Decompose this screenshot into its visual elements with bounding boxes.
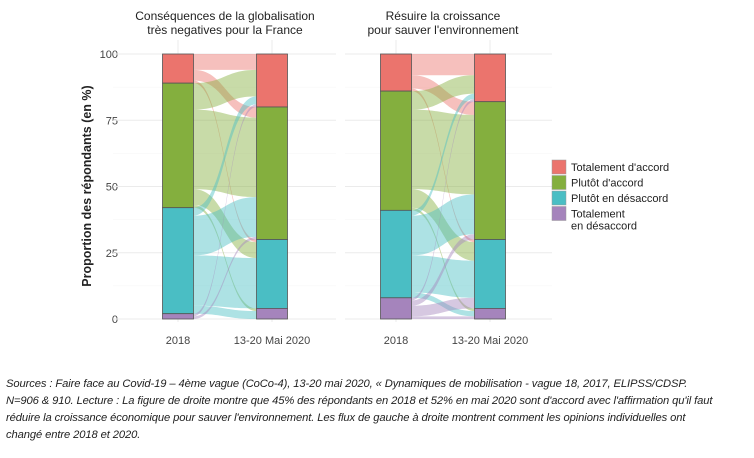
legend-swatch xyxy=(551,190,567,206)
caption-line: N=906 & 910. Lecture : La figure de droi… xyxy=(6,395,713,407)
flow-band xyxy=(411,234,475,306)
flow-band xyxy=(411,75,475,110)
flow-band xyxy=(411,54,475,76)
x-tick-label: 13-20 Mai 2020 xyxy=(452,335,528,347)
stratum-bar xyxy=(474,53,506,103)
flow-band xyxy=(411,93,475,216)
panel-title: pour sauver l'environnement xyxy=(367,23,519,37)
legend-swatch xyxy=(551,159,567,175)
flow-band xyxy=(193,80,257,243)
stratum-bar xyxy=(162,313,194,320)
flow-band xyxy=(411,297,475,317)
legend-swatch xyxy=(551,206,567,221)
y-tick-label: 100 xyxy=(100,49,118,61)
stratum-bar xyxy=(380,209,412,299)
y-tick-label: 0 xyxy=(112,314,118,326)
flow-band xyxy=(193,236,257,319)
flow-band xyxy=(411,292,475,317)
legend-label: Plutôt en désaccord xyxy=(571,193,668,205)
flow-band xyxy=(193,109,257,198)
stratum-bar xyxy=(380,297,412,320)
caption-line: changé entre 2018 et 2020. xyxy=(6,429,141,441)
caption-line: réduire la croissance économique pour sa… xyxy=(6,412,686,424)
stratum-bar xyxy=(380,53,412,92)
flow-band xyxy=(193,104,257,317)
flow-band xyxy=(411,189,475,261)
panel-title: Résuire la croissance xyxy=(386,9,501,23)
stratum-bar xyxy=(256,239,288,309)
flow-band xyxy=(193,255,257,309)
flow-band xyxy=(193,305,257,319)
y-axis-label: Proportion des répondants (en %) xyxy=(80,85,94,286)
stratum-bar xyxy=(474,307,506,320)
flow-band xyxy=(193,189,257,259)
panel-title: très negatives pour la France xyxy=(147,23,303,37)
stratum-bar xyxy=(380,90,412,211)
legend-label: Totalement d'accord xyxy=(571,162,669,174)
y-tick-label: 75 xyxy=(106,115,118,127)
flow-band xyxy=(411,75,475,115)
flow-band xyxy=(193,96,257,216)
flow-band xyxy=(193,54,257,70)
y-tick-label: 50 xyxy=(106,182,118,194)
stratum-bar xyxy=(256,106,288,240)
y-tick-label: 25 xyxy=(106,248,118,260)
flow-band xyxy=(411,99,475,301)
alluvial-chart: Proportion des répondants (en %) 0 25 50 75 1… xyxy=(80,9,669,347)
stratum-bar xyxy=(474,101,506,240)
flow-band xyxy=(193,205,257,312)
flow-band xyxy=(411,194,475,256)
flow-band xyxy=(193,69,257,110)
stratum-bar xyxy=(162,207,194,315)
flow-band xyxy=(411,316,475,319)
x-tick-label: 2018 xyxy=(166,335,190,347)
flow-band xyxy=(193,69,257,118)
stratum-bar xyxy=(474,239,506,309)
legend-label: Totalement xyxy=(571,209,625,221)
stratum-bar xyxy=(162,53,194,84)
stratum-bar xyxy=(256,53,288,108)
flow-band xyxy=(411,88,475,243)
x-tick-label: 13-20 Mai 2020 xyxy=(234,335,310,347)
legend-label: en désaccord xyxy=(571,221,637,233)
legend-swatch xyxy=(551,175,567,190)
flow-band xyxy=(411,207,475,312)
figure-caption: Sources : Faire face au Covid-19 – 4ème … xyxy=(6,376,748,444)
flow-band xyxy=(411,255,475,298)
panel-title: Conséquences de la globalisation xyxy=(135,9,314,23)
flow-band xyxy=(193,197,257,256)
legend-label: Plutôt d'accord xyxy=(571,178,643,190)
x-tick-label: 2018 xyxy=(384,335,408,347)
stratum-bar xyxy=(162,82,194,209)
stratum-bar xyxy=(256,307,288,320)
caption-line: Sources : Faire face au Covid-19 – 4ème … xyxy=(6,378,688,390)
flow-band xyxy=(411,109,475,195)
